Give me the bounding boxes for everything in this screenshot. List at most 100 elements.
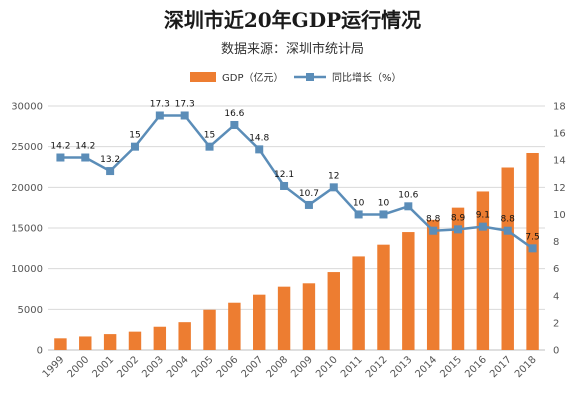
- y-left-tick-label: 25000: [11, 142, 43, 153]
- growth-point: [478, 222, 487, 231]
- x-tick-label: 2001: [90, 354, 116, 380]
- growth-point: [255, 145, 264, 154]
- x-tick-label: 2012: [364, 354, 390, 380]
- growth-point: [180, 111, 189, 120]
- growth-point: [155, 111, 164, 120]
- growth-point: [56, 153, 65, 162]
- x-tick-label: 2011: [339, 354, 365, 380]
- growth-data-label: 7.5: [525, 232, 539, 242]
- bar-gdp: [302, 283, 316, 350]
- growth-data-label: 14.2: [50, 142, 70, 152]
- bar-gdp: [352, 256, 365, 350]
- y-right-tick-label: 18: [553, 102, 566, 113]
- bar-gdp: [253, 294, 266, 350]
- growth-point: [106, 167, 115, 176]
- y-right-tick-label: 14: [553, 156, 566, 167]
- bar-gdp: [153, 326, 167, 350]
- y-right-tick-label: 2: [553, 318, 559, 329]
- y-right-tick-label: 8: [553, 237, 559, 248]
- y-left-tick-label: 5000: [18, 305, 43, 316]
- y-right-tick-label: 0: [553, 346, 559, 357]
- growth-data-label: 12.1: [274, 170, 294, 180]
- x-tick-label: 2013: [389, 354, 415, 380]
- bar-gdp: [426, 219, 440, 350]
- x-tick-label: 2018: [513, 354, 539, 380]
- y-right-tick-label: 6: [553, 264, 559, 275]
- bar-gdp: [451, 207, 465, 350]
- growth-data-label: 14.8: [249, 133, 269, 143]
- bar-gdp: [228, 302, 241, 350]
- y-right-tick-label: 4: [553, 291, 559, 302]
- growth-data-label: 13.2: [100, 155, 120, 165]
- bar-gdp: [476, 191, 490, 350]
- y-left-tick-label: 20000: [11, 183, 43, 194]
- x-tick-label: 1999: [41, 354, 67, 380]
- bar-gdp: [178, 322, 191, 350]
- chart-subtitle: 数据来源：深圳市统计局: [220, 42, 364, 57]
- x-tick-label: 2006: [215, 354, 241, 380]
- x-tick-label: 2014: [414, 354, 440, 380]
- legend-marker-growth: [306, 73, 314, 81]
- growth-point: [205, 142, 214, 151]
- growth-point: [329, 183, 338, 192]
- bar-gdp: [327, 272, 340, 350]
- legend-swatch-gdp: [190, 72, 216, 82]
- growth-data-label: 9.1: [476, 211, 490, 221]
- legend-label-gdp: GDP（亿元）: [222, 71, 283, 84]
- growth-data-label: 15: [204, 131, 215, 141]
- growth-data-label: 16.6: [224, 109, 244, 119]
- growth-point: [354, 210, 363, 219]
- growth-point: [81, 153, 90, 162]
- growth-data-label: 15: [129, 131, 140, 141]
- y-left-tick-label: 15000: [11, 224, 43, 235]
- bar-gdp: [501, 167, 514, 350]
- growth-data-label: 8.9: [451, 213, 466, 223]
- chart-title: 深圳市近20年GDP运行情况: [163, 8, 422, 32]
- bar-gdp: [54, 338, 67, 350]
- x-tick-label: 2017: [488, 354, 514, 380]
- growth-point: [280, 181, 289, 190]
- growth-point: [379, 210, 388, 219]
- growth-data-label: 12: [328, 171, 339, 181]
- bar-gdp: [128, 331, 142, 350]
- y-right-tick-label: 10: [553, 210, 566, 221]
- bar-gdp: [103, 334, 117, 350]
- growth-data-label: 10.6: [398, 190, 418, 200]
- growth-data-label: 8.8: [426, 215, 441, 225]
- growth-data-label: 10: [378, 198, 390, 208]
- bar-gdp: [277, 286, 291, 350]
- y-right-tick-label: 12: [553, 183, 566, 194]
- y-left-tick-label: 10000: [11, 264, 43, 275]
- growth-point: [130, 142, 139, 151]
- growth-point: [503, 226, 512, 235]
- x-tick-label: 2005: [190, 354, 216, 380]
- y-left-tick-label: 30000: [11, 102, 43, 113]
- x-tick-label: 2010: [314, 354, 340, 380]
- growth-data-label: 17.3: [150, 99, 170, 109]
- growth-point: [429, 226, 438, 235]
- growth-data-label: 10: [353, 198, 365, 208]
- x-tick-label: 2016: [463, 354, 489, 380]
- bar-gdp: [377, 244, 390, 350]
- growth-point: [404, 202, 413, 211]
- y-right-tick-label: 16: [553, 129, 566, 140]
- growth-point: [304, 200, 313, 209]
- x-tick-label: 2008: [264, 354, 290, 380]
- y-left-tick-label: 0: [37, 346, 43, 357]
- growth-data-label: 17.3: [175, 99, 195, 109]
- x-tick-label: 2009: [289, 354, 315, 380]
- growth-point: [528, 244, 537, 253]
- growth-line: [60, 114, 534, 250]
- growth-data-label: 8.8: [501, 215, 516, 225]
- x-tick-label: 2003: [140, 354, 166, 380]
- bar-gdp: [402, 232, 415, 350]
- bar-gdp: [79, 336, 92, 350]
- x-tick-label: 2004: [165, 354, 191, 380]
- x-tick-label: 2002: [115, 354, 141, 380]
- growth-data-label: 10.7: [299, 189, 319, 199]
- x-tick-label: 2007: [240, 354, 266, 380]
- x-tick-label: 2000: [66, 354, 92, 380]
- growth-point: [454, 225, 463, 234]
